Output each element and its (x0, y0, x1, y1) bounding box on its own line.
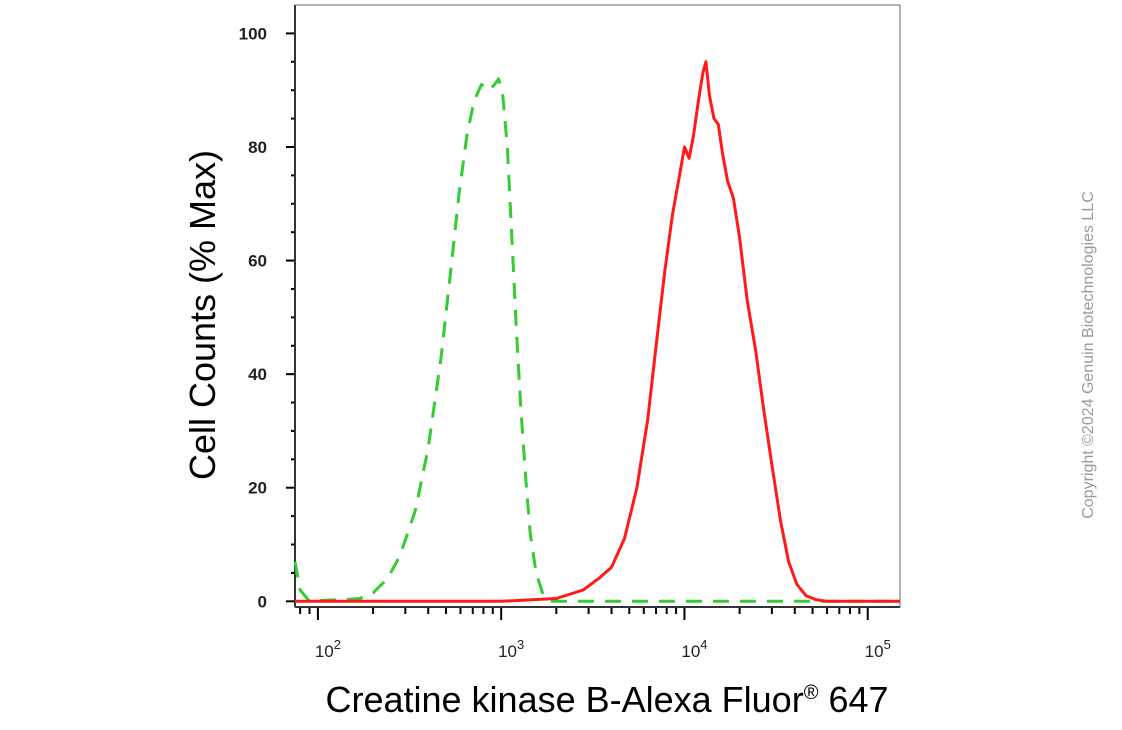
x-axis-title-suffix: 647 (818, 679, 888, 720)
control-series-line (293, 77, 900, 603)
y-tick-label: 100 (239, 24, 267, 43)
x-tick-label: 102 (315, 637, 341, 661)
stained-series-line (295, 60, 900, 603)
x-axis-title-registered: ® (804, 682, 819, 704)
x-axis-title-main: Creatine kinase B-Alexa Fluor (325, 679, 803, 720)
series-layer (293, 60, 900, 603)
y-axis-title: Cell Counts (% Max) (182, 150, 223, 480)
plot-frame (294, 4, 901, 608)
y-tick-label: 60 (248, 252, 267, 271)
x-tick-label: 103 (498, 637, 524, 661)
copyright-watermark: Copyright ©2024 Genuin Biotechnologies L… (1080, 191, 1097, 519)
y-tick-label: 80 (248, 138, 267, 157)
y-tick-label: 40 (248, 365, 267, 384)
x-tick-label: 105 (865, 637, 891, 661)
y-tick-label: 20 (248, 479, 267, 498)
y-tick-label: 0 (258, 592, 267, 611)
x-axis: 102 103 104 105 (295, 606, 900, 661)
y-axis: 0 20 40 60 80 100 (239, 5, 296, 611)
x-tick-label: 104 (681, 637, 707, 661)
x-axis-title: Creatine kinase B-Alexa Fluor® 647 (325, 679, 888, 720)
